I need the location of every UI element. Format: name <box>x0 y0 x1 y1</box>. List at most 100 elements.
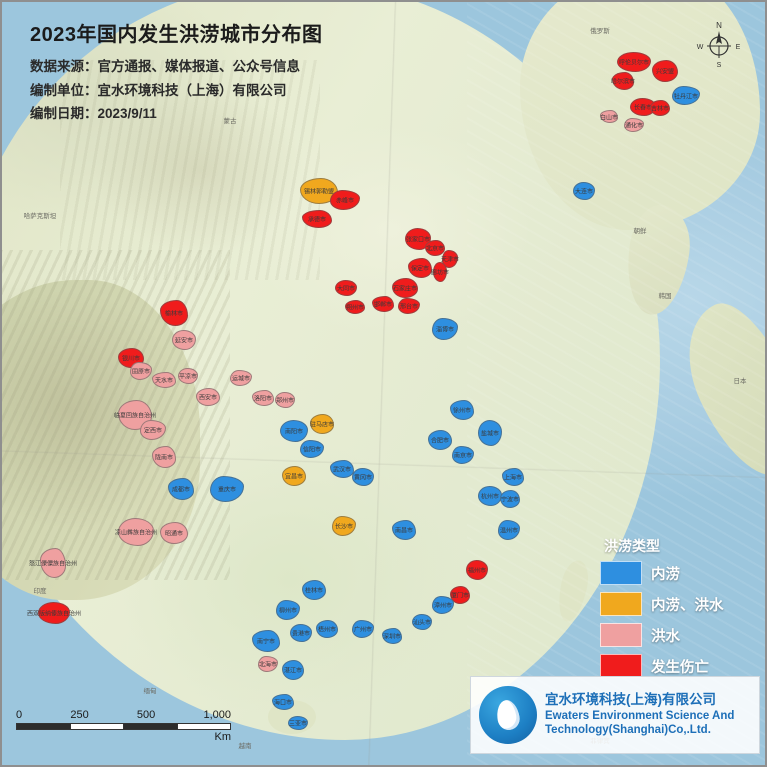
city-polygon[interactable] <box>612 72 634 90</box>
city-polygon[interactable] <box>498 520 520 540</box>
city-polygon[interactable] <box>275 392 295 408</box>
svg-text:E: E <box>736 44 741 51</box>
city-polygon[interactable] <box>282 466 306 486</box>
city-polygon[interactable] <box>118 518 154 546</box>
city-polygon[interactable] <box>650 100 670 116</box>
city-polygon[interactable] <box>432 596 454 614</box>
city-polygon[interactable] <box>168 478 194 500</box>
city-polygon[interactable] <box>466 560 488 580</box>
city-polygon[interactable] <box>330 460 354 478</box>
legend-swatch <box>600 592 642 616</box>
city-polygon[interactable] <box>172 330 196 350</box>
city-polygon[interactable] <box>398 298 420 314</box>
legend-label: 洪水 <box>651 628 680 645</box>
city-polygon[interactable] <box>652 60 678 82</box>
city-polygon[interactable] <box>500 490 520 508</box>
city-polygon[interactable] <box>258 656 278 672</box>
city-polygon[interactable] <box>118 400 152 430</box>
city-polygon[interactable] <box>600 110 618 123</box>
city-polygon[interactable] <box>160 522 188 544</box>
city-polygon[interactable] <box>302 580 326 600</box>
city-polygon[interactable] <box>452 446 474 464</box>
page-title: 2023年国内发生洪涝城市分布图 <box>30 24 323 46</box>
scale-tick-2: 500 <box>136 709 156 721</box>
city-polygon[interactable] <box>130 362 152 380</box>
city-polygon[interactable] <box>160 300 188 326</box>
terrain-shading-north <box>60 60 320 280</box>
city-polygon[interactable] <box>152 372 176 388</box>
city-polygon[interactable] <box>345 300 365 314</box>
city-polygon[interactable] <box>478 486 502 506</box>
city-polygon[interactable] <box>272 694 294 710</box>
city-polygon[interactable] <box>382 628 402 644</box>
svg-text:W: W <box>697 44 704 51</box>
city-polygon[interactable] <box>392 278 418 298</box>
droplet-shape <box>494 698 522 732</box>
city-polygon[interactable] <box>230 370 252 386</box>
logo-company-en-line1: Ewaters Environment Science And <box>545 710 735 723</box>
city-polygon[interactable] <box>280 420 308 442</box>
city-polygon[interactable] <box>573 182 595 200</box>
city-polygon[interactable] <box>392 520 416 540</box>
city-polygon[interactable] <box>450 586 470 604</box>
legend-label: 内涝 <box>651 566 680 583</box>
city-polygon[interactable] <box>282 660 304 680</box>
city-polygon[interactable] <box>290 624 312 642</box>
city-polygon[interactable] <box>405 228 431 250</box>
legend-swatch <box>600 561 642 585</box>
city-polygon[interactable] <box>352 468 374 486</box>
city-polygon[interactable] <box>672 86 700 105</box>
svg-text:N: N <box>716 21 722 30</box>
city-polygon[interactable] <box>302 210 332 228</box>
city-polygon[interactable] <box>617 52 651 72</box>
title-block: 2023年国内发生洪涝城市分布图 数据来源：官方通报、媒体报道、公众号信息 编制… <box>30 18 323 126</box>
logo-company-en-line2: Technology(Shanghai)Co,.Ltd. <box>545 724 711 737</box>
legend-items: 内涝内涝、洪水洪水发生伤亡 <box>600 561 750 678</box>
city-polygon[interactable] <box>38 602 70 624</box>
scale-segment <box>17 724 71 729</box>
scale-segment <box>70 724 124 729</box>
city-polygon[interactable] <box>252 630 280 652</box>
city-polygon[interactable] <box>433 262 447 282</box>
company-logo-box: 宜水环境科技(上海)有限公司 Ewaters Environment Scien… <box>470 676 760 754</box>
city-polygon[interactable] <box>310 414 334 434</box>
city-polygon[interactable] <box>428 430 452 450</box>
city-polygon[interactable] <box>335 280 357 296</box>
city-polygon[interactable] <box>140 420 166 440</box>
legend-row: 内涝 <box>600 561 750 585</box>
meta-producer: 编制单位：宜水环境科技（上海）有限公司 <box>30 82 287 98</box>
city-polygon[interactable] <box>372 296 394 312</box>
city-polygon[interactable] <box>352 620 374 638</box>
legend-row: 发生伤亡 <box>600 654 750 678</box>
city-polygon[interactable] <box>178 368 198 384</box>
scale-tick-1: 250 <box>70 709 89 721</box>
city-polygon[interactable] <box>316 620 338 638</box>
city-polygon[interactable] <box>288 716 308 730</box>
city-polygon[interactable] <box>425 240 445 256</box>
scale-tick-0: 0 <box>16 709 23 721</box>
city-polygon[interactable] <box>300 440 324 458</box>
city-polygon[interactable] <box>502 468 524 486</box>
scale-bar-graphic <box>16 723 231 730</box>
city-polygon[interactable] <box>408 258 432 278</box>
city-polygon[interactable] <box>40 548 66 578</box>
city-polygon[interactable] <box>412 614 432 630</box>
city-polygon[interactable] <box>152 446 176 468</box>
legend-label: 内涝、洪水 <box>651 597 724 614</box>
city-polygon[interactable] <box>196 388 220 406</box>
scale-bar: 0 250 500 1,000 Km <box>16 709 231 743</box>
scale-tick-3: 1,000 <box>203 709 231 721</box>
city-polygon[interactable] <box>478 420 502 446</box>
city-polygon[interactable] <box>432 318 458 340</box>
svg-text:S: S <box>717 62 722 69</box>
city-polygon[interactable] <box>442 250 458 268</box>
city-polygon[interactable] <box>252 390 274 406</box>
scale-unit-label: Km <box>214 731 232 743</box>
city-polygon[interactable] <box>624 118 644 132</box>
city-polygon[interactable] <box>330 190 360 210</box>
city-polygon[interactable] <box>450 400 474 420</box>
city-polygon[interactable] <box>276 600 300 620</box>
meta-date: 编制日期：2023/9/11 <box>30 106 157 122</box>
city-polygon[interactable] <box>332 516 356 536</box>
